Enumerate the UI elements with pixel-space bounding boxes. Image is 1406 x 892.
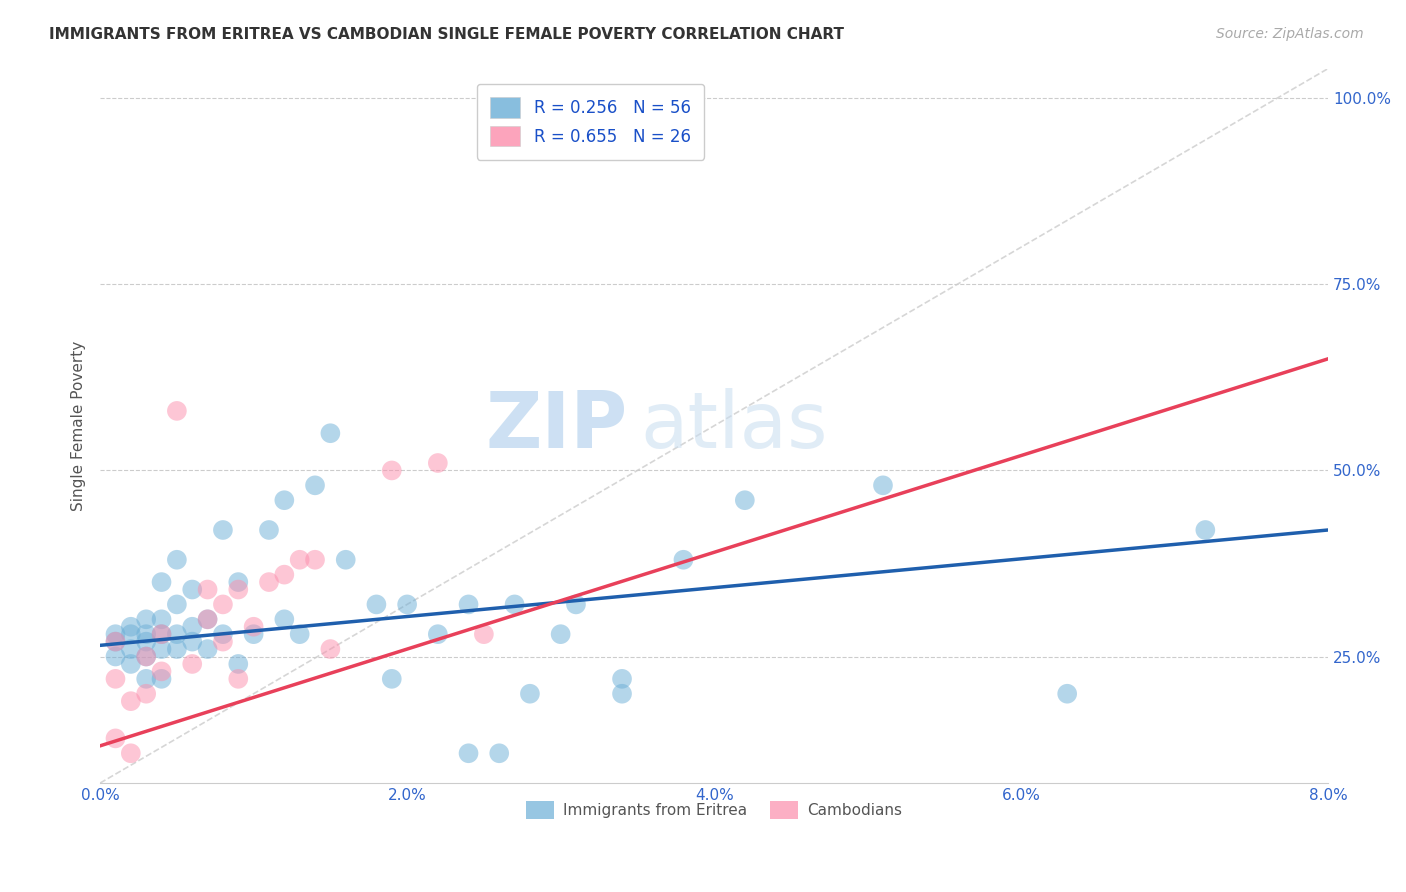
Point xyxy=(104,627,127,641)
Point xyxy=(610,687,633,701)
Text: ZIP: ZIP xyxy=(486,388,628,464)
Point xyxy=(610,672,633,686)
Point xyxy=(181,634,204,648)
Point xyxy=(273,493,295,508)
Point xyxy=(166,553,188,567)
Point xyxy=(150,665,173,679)
Point xyxy=(226,672,249,686)
Legend: Immigrants from Eritrea, Cambodians: Immigrants from Eritrea, Cambodians xyxy=(520,795,908,825)
Point xyxy=(288,627,311,641)
Point xyxy=(488,746,510,760)
Point xyxy=(396,598,419,612)
Point xyxy=(872,478,894,492)
Point xyxy=(503,598,526,612)
Point xyxy=(150,672,173,686)
Point xyxy=(734,493,756,508)
Y-axis label: Single Female Poverty: Single Female Poverty xyxy=(72,341,86,511)
Point xyxy=(381,672,404,686)
Point xyxy=(426,456,449,470)
Point xyxy=(150,612,173,626)
Point xyxy=(120,642,142,657)
Point xyxy=(166,627,188,641)
Point xyxy=(1056,687,1078,701)
Point xyxy=(120,620,142,634)
Point xyxy=(273,612,295,626)
Point xyxy=(120,627,142,641)
Point xyxy=(335,553,357,567)
Point xyxy=(197,582,219,597)
Point xyxy=(242,620,264,634)
Point xyxy=(120,746,142,760)
Point xyxy=(135,672,157,686)
Point xyxy=(135,634,157,648)
Point xyxy=(226,582,249,597)
Point xyxy=(381,463,404,477)
Point xyxy=(226,575,249,590)
Point xyxy=(672,553,695,567)
Text: IMMIGRANTS FROM ERITREA VS CAMBODIAN SINGLE FEMALE POVERTY CORRELATION CHART: IMMIGRANTS FROM ERITREA VS CAMBODIAN SIN… xyxy=(49,27,844,42)
Point xyxy=(457,746,479,760)
Point xyxy=(150,627,173,641)
Point xyxy=(150,642,173,657)
Point xyxy=(212,598,235,612)
Point xyxy=(181,620,204,634)
Point xyxy=(519,687,541,701)
Point xyxy=(120,694,142,708)
Point xyxy=(150,627,173,641)
Point xyxy=(550,627,572,641)
Point xyxy=(104,634,127,648)
Point xyxy=(104,731,127,746)
Point xyxy=(426,627,449,641)
Point xyxy=(366,598,388,612)
Point xyxy=(150,575,173,590)
Point xyxy=(212,627,235,641)
Point xyxy=(457,598,479,612)
Point xyxy=(1194,523,1216,537)
Point xyxy=(104,649,127,664)
Point xyxy=(212,523,235,537)
Point xyxy=(181,657,204,671)
Point xyxy=(319,642,342,657)
Point xyxy=(104,634,127,648)
Point xyxy=(273,567,295,582)
Point xyxy=(166,404,188,418)
Point xyxy=(135,649,157,664)
Point xyxy=(304,478,326,492)
Point xyxy=(472,627,495,641)
Point xyxy=(197,612,219,626)
Point xyxy=(120,657,142,671)
Text: atlas: atlas xyxy=(641,388,828,464)
Text: Source: ZipAtlas.com: Source: ZipAtlas.com xyxy=(1216,27,1364,41)
Point xyxy=(135,627,157,641)
Point xyxy=(166,598,188,612)
Point xyxy=(257,575,280,590)
Point xyxy=(319,426,342,441)
Point xyxy=(565,598,588,612)
Point xyxy=(135,649,157,664)
Point xyxy=(181,582,204,597)
Point xyxy=(304,553,326,567)
Point xyxy=(135,612,157,626)
Point xyxy=(242,627,264,641)
Point xyxy=(197,642,219,657)
Point xyxy=(104,672,127,686)
Point xyxy=(257,523,280,537)
Point xyxy=(166,642,188,657)
Point xyxy=(212,634,235,648)
Point xyxy=(226,657,249,671)
Point xyxy=(135,687,157,701)
Point xyxy=(197,612,219,626)
Point xyxy=(288,553,311,567)
